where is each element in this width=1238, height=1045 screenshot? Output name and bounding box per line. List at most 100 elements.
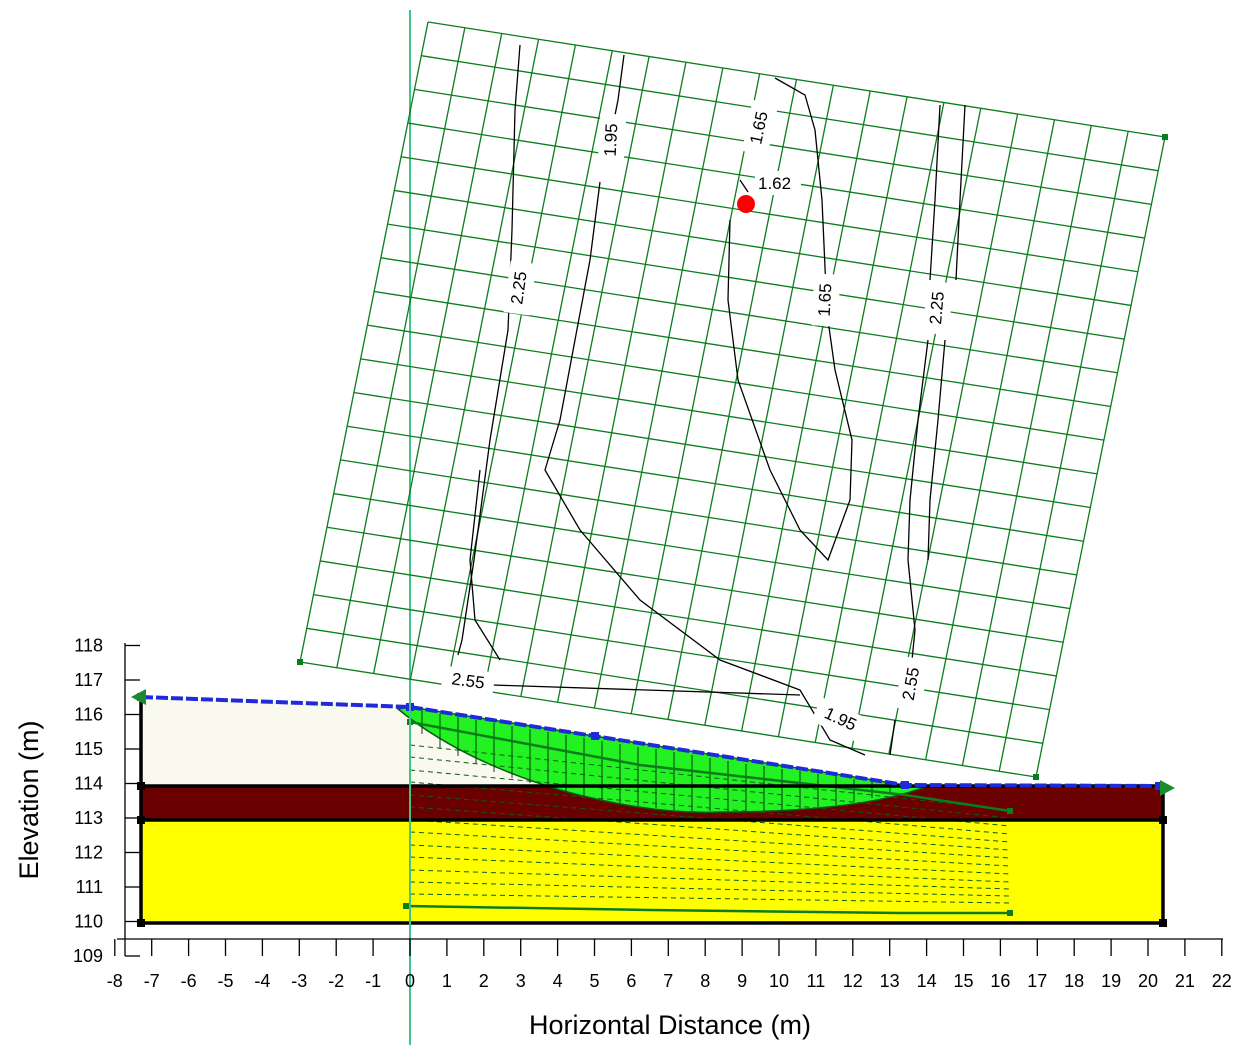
- grid-line: [483, 50, 613, 691]
- x-tick-label: 17: [1027, 971, 1047, 991]
- x-axis-title: Horizontal Distance (m): [529, 1010, 811, 1040]
- grid-line: [320, 560, 1057, 677]
- grid-line: [360, 358, 1098, 475]
- x-tick-label: 22: [1212, 971, 1232, 991]
- grid-line: [556, 62, 687, 703]
- ground-surface: [131, 689, 1175, 796]
- x-tick-label: 2: [479, 971, 489, 991]
- grid-line: [313, 593, 1050, 711]
- grid-line: [299, 661, 1037, 778]
- grid-line: [414, 88, 1152, 206]
- search-grid: [299, 21, 1166, 778]
- grid-line: [1035, 136, 1166, 778]
- contour-label-2-55-left: 2.55: [450, 669, 485, 692]
- y-axis-title: Elevation (m): [14, 720, 44, 879]
- critical-factor-label: 1.62: [758, 174, 791, 193]
- grid-line: [888, 113, 1019, 755]
- grid-line: [630, 73, 761, 714]
- search-grid-corners: [297, 134, 1168, 780]
- y-tick-label: 118: [74, 636, 103, 656]
- x-tick-label: 18: [1064, 971, 1084, 991]
- y-tick-label: 117: [74, 670, 103, 690]
- grid-line: [306, 627, 1043, 744]
- x-tick-label: -8: [107, 971, 123, 991]
- x-tick-label: 13: [880, 971, 900, 991]
- y-axis-ticks: 109 110 111 112 113 114 115 116 117 118: [73, 636, 140, 966]
- contour-label-1-95-top: 1.95: [601, 123, 622, 157]
- grid-line: [998, 131, 1129, 772]
- x-tick-label: 9: [737, 971, 747, 991]
- left-water-marker-icon: [131, 689, 146, 705]
- y-tick-label: 112: [74, 843, 103, 863]
- boundary-vertices: [137, 782, 1167, 927]
- grid-line: [961, 125, 1092, 766]
- x-tick-label: 21: [1175, 971, 1195, 991]
- bottom-soil-layer: [141, 820, 1163, 923]
- y-tick-label: 111: [76, 877, 103, 897]
- x-tick-label: -2: [328, 971, 344, 991]
- grid-line: [924, 119, 1056, 760]
- grid-line: [374, 290, 1111, 408]
- contour-label-group: 1.95 1.65 2.25 1.65 2.25 2.55 1.95 2.55: [440, 99, 954, 743]
- grid-line: [353, 391, 1091, 509]
- x-tick-label: 19: [1101, 971, 1121, 991]
- x-tick-label: -6: [181, 971, 197, 991]
- contour-label-2-25-left: 2.25: [507, 270, 530, 305]
- x-tick-label: 0: [405, 971, 415, 991]
- grid-line: [593, 67, 724, 709]
- y-tick-label: 115: [74, 739, 103, 759]
- x-tick-label: 14: [917, 971, 937, 991]
- contour-lines: [457, 44, 966, 756]
- grid-line: [704, 85, 834, 726]
- x-tick-label: -5: [217, 971, 233, 991]
- grid-line: [347, 425, 1084, 542]
- grid-line: [814, 102, 945, 743]
- x-tick-label: -3: [291, 971, 307, 991]
- x-tick-label: 11: [807, 971, 826, 991]
- contour-label-1-65-mid: 1.65: [815, 283, 836, 317]
- grid-line: [340, 459, 1077, 576]
- x-axis-ticks: -8 -7 -6 -5 -4 -3 -2 -1 0 1 2 3 4 5 6 7 8 9 10 11 12 13 14 15 16…: [107, 939, 1232, 991]
- grid-line: [409, 39, 540, 680]
- grid-line: [387, 223, 1125, 340]
- solid-reinforcement-lines: [405, 720, 1011, 915]
- x-tick-label: -1: [365, 971, 381, 991]
- x-tick-label: 10: [769, 971, 789, 991]
- top-soil-layer: [141, 697, 1163, 786]
- grid-line: [299, 21, 429, 663]
- slice-lines: [421, 711, 891, 812]
- grid-line: [336, 27, 466, 668]
- x-tick-label: 6: [626, 971, 636, 991]
- critical-center-point: [737, 195, 755, 213]
- x-tick-label: 20: [1138, 971, 1158, 991]
- grid-line: [777, 96, 908, 737]
- y-tick-label: 109: [73, 946, 103, 966]
- x-tick-label: 7: [663, 971, 673, 991]
- grid-line: [400, 156, 1138, 273]
- x-tick-label: 8: [700, 971, 710, 991]
- grid-line: [367, 324, 1104, 441]
- y-tick-label: 116: [74, 705, 103, 725]
- grid-line: [372, 33, 503, 674]
- x-tick-label: 15: [953, 971, 973, 991]
- grid-line: [740, 90, 871, 732]
- grid-line: [851, 108, 982, 749]
- contour-label-2-25-right: 2.25: [926, 291, 948, 326]
- grid-line: [380, 257, 1118, 374]
- grid-line: [333, 492, 1071, 610]
- right-water-marker-icon: [1160, 780, 1175, 796]
- y-tick-label: 114: [74, 774, 103, 794]
- y-tick-label: 113: [74, 808, 103, 828]
- x-tick-label: 3: [516, 971, 526, 991]
- ground-surface-line: [140, 695, 1164, 788]
- x-tick-label: 5: [589, 971, 599, 991]
- grid-line: [394, 189, 1132, 307]
- x-tick-label: 1: [442, 971, 452, 991]
- grid-line: [427, 21, 1166, 138]
- grid-line: [520, 56, 650, 697]
- x-tick-label: 4: [553, 971, 563, 991]
- grid-line: [326, 526, 1064, 643]
- x-tick-label: 16: [990, 971, 1010, 991]
